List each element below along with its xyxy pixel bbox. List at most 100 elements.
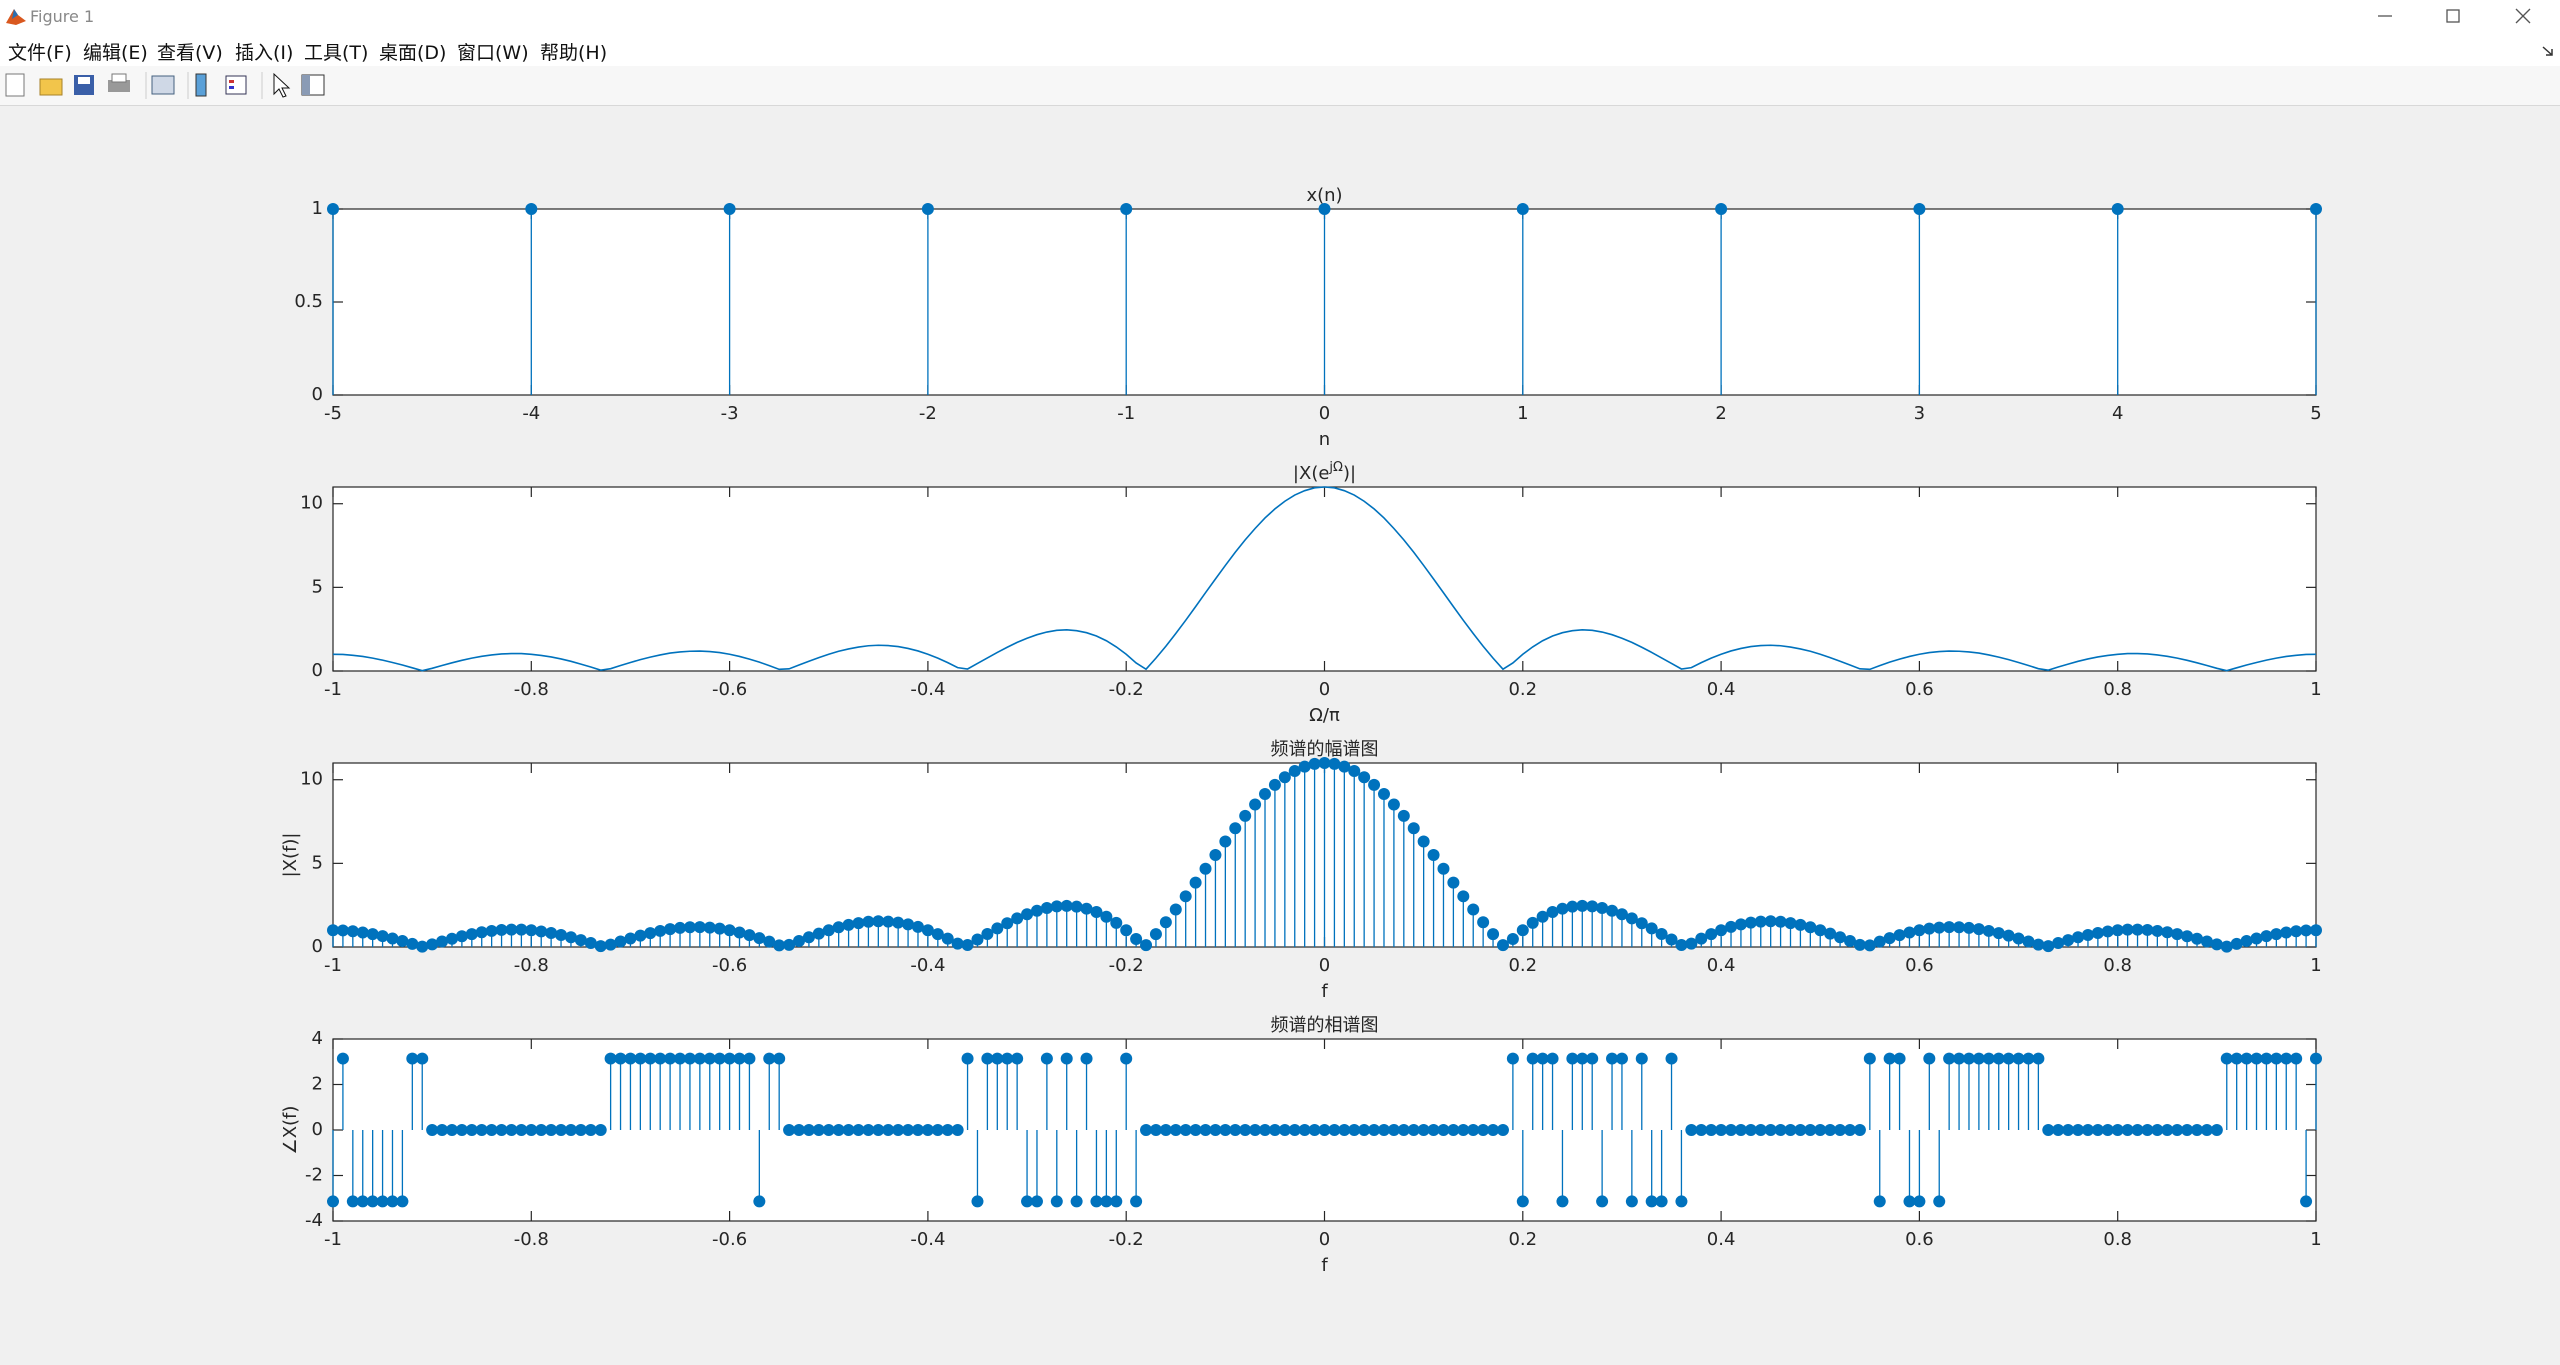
stem-marker	[1318, 1124, 1331, 1136]
dock-arrow[interactable]	[2540, 43, 2556, 59]
legend[interactable]	[225, 75, 247, 95]
stem-marker	[1021, 1195, 1034, 1208]
menu-item[interactable]: 工具(T)	[304, 42, 369, 64]
stem-marker	[872, 1124, 885, 1136]
stem-marker	[902, 918, 915, 931]
menu-item[interactable]: 文件(F)	[8, 42, 72, 64]
stem-marker	[2240, 1052, 2253, 1065]
stem-marker	[1566, 900, 1579, 913]
stem-marker	[951, 937, 964, 950]
stem-marker	[2151, 924, 2164, 937]
stem-marker	[634, 1052, 647, 1065]
stem-marker	[812, 927, 825, 940]
stem-marker	[1675, 938, 1688, 951]
stem-marker	[1814, 924, 1827, 937]
menu-item[interactable]: 查看(V)	[157, 42, 223, 64]
stem-marker	[1903, 1195, 1916, 1208]
stem-marker	[1407, 822, 1420, 835]
stem-marker	[634, 929, 647, 942]
stem-marker	[1794, 1124, 1807, 1136]
stem-marker	[2181, 1124, 2194, 1136]
save[interactable]	[74, 75, 94, 95]
stem-marker	[1853, 938, 1866, 951]
close[interactable]	[2515, 8, 2531, 24]
stem-marker	[426, 1124, 439, 1136]
colorbar[interactable]	[195, 73, 207, 97]
stem-marker	[2111, 1124, 2124, 1136]
stem-marker	[2121, 923, 2134, 936]
stem-marker	[2091, 926, 2104, 939]
stem-marker	[723, 1052, 736, 1065]
stem-marker	[1496, 1124, 1509, 1136]
y-tick-label: -4	[305, 1210, 323, 1231]
stem-marker	[1467, 903, 1480, 916]
maximize[interactable]	[2446, 9, 2460, 23]
menu-item[interactable]: 窗口(W)	[457, 42, 529, 64]
stem-marker	[763, 1052, 776, 1065]
stem-marker	[2191, 1124, 2204, 1136]
stem-marker	[465, 928, 478, 941]
menu-item[interactable]: 编辑(E)	[83, 42, 148, 64]
stem-marker	[1338, 760, 1351, 773]
stem-marker	[1992, 1052, 2005, 1065]
stem-marker	[1853, 1124, 1866, 1136]
window-controls[interactable]	[2370, 0, 2550, 33]
stem-marker	[1249, 1124, 1262, 1136]
x-tick-label: 0.2	[1508, 1229, 1537, 1250]
stem-marker	[703, 921, 716, 934]
x-tick-label: -0.4	[910, 1229, 945, 1250]
stem-marker	[1774, 1124, 1787, 1136]
stem-marker	[1546, 1052, 1559, 1065]
stem-marker	[1913, 924, 1926, 937]
stem-marker	[346, 925, 359, 938]
stem-marker	[1715, 1124, 1728, 1136]
stem-marker	[1784, 917, 1797, 930]
menu-item[interactable]: 帮助(H)	[540, 42, 608, 64]
x-tick-label: 1	[2310, 1229, 2321, 1250]
print[interactable]	[108, 73, 130, 92]
stem-marker	[1318, 203, 1331, 215]
stem-marker	[2032, 1052, 2045, 1065]
stem-marker	[1923, 922, 1936, 935]
stem-marker	[1953, 921, 1966, 934]
property-inspector[interactable]	[301, 74, 325, 96]
stem-marker	[1962, 921, 1975, 934]
stem-marker	[2101, 1124, 2114, 1136]
stem-marker	[743, 1052, 756, 1065]
chart-title: 频谱的幅谱图	[1271, 739, 1379, 760]
stem-marker	[1120, 1052, 1133, 1065]
stem-marker	[1318, 757, 1331, 769]
stem-marker	[1050, 1195, 1063, 1208]
new-file[interactable]	[5, 73, 25, 97]
menu-item[interactable]: 桌面(D)	[379, 42, 447, 64]
x-tick-label: 3	[1914, 403, 1925, 424]
stem-marker	[674, 921, 687, 934]
open-file[interactable]	[39, 78, 63, 96]
stem-marker	[1298, 760, 1311, 773]
stem-marker	[723, 924, 736, 937]
stem-marker	[495, 923, 508, 936]
stem-marker	[1219, 1124, 1232, 1136]
stem-marker	[1397, 1124, 1410, 1136]
title-bar: Figure 1	[0, 0, 2560, 33]
stem-marker	[525, 1124, 538, 1136]
stem-marker	[733, 926, 746, 939]
stem-marker	[2200, 1124, 2213, 1136]
stem-marker	[584, 936, 597, 949]
stem-marker	[1834, 1124, 1847, 1136]
link-plot[interactable]	[151, 75, 175, 95]
stem-marker	[1427, 849, 1440, 861]
stem-marker	[1328, 1124, 1341, 1136]
stem-marker	[2191, 932, 2204, 945]
select[interactable]	[273, 72, 291, 98]
stem-marker	[1804, 1124, 1817, 1136]
stem-marker	[981, 927, 994, 940]
stem-marker	[1308, 757, 1321, 770]
menu-item[interactable]: 插入(I)	[235, 42, 294, 64]
stem-marker	[495, 1124, 508, 1136]
y-tick-label: 10	[300, 769, 323, 790]
stem-marker	[802, 931, 815, 944]
stem-marker	[2300, 1195, 2313, 1208]
stem-marker	[1933, 1195, 1946, 1208]
